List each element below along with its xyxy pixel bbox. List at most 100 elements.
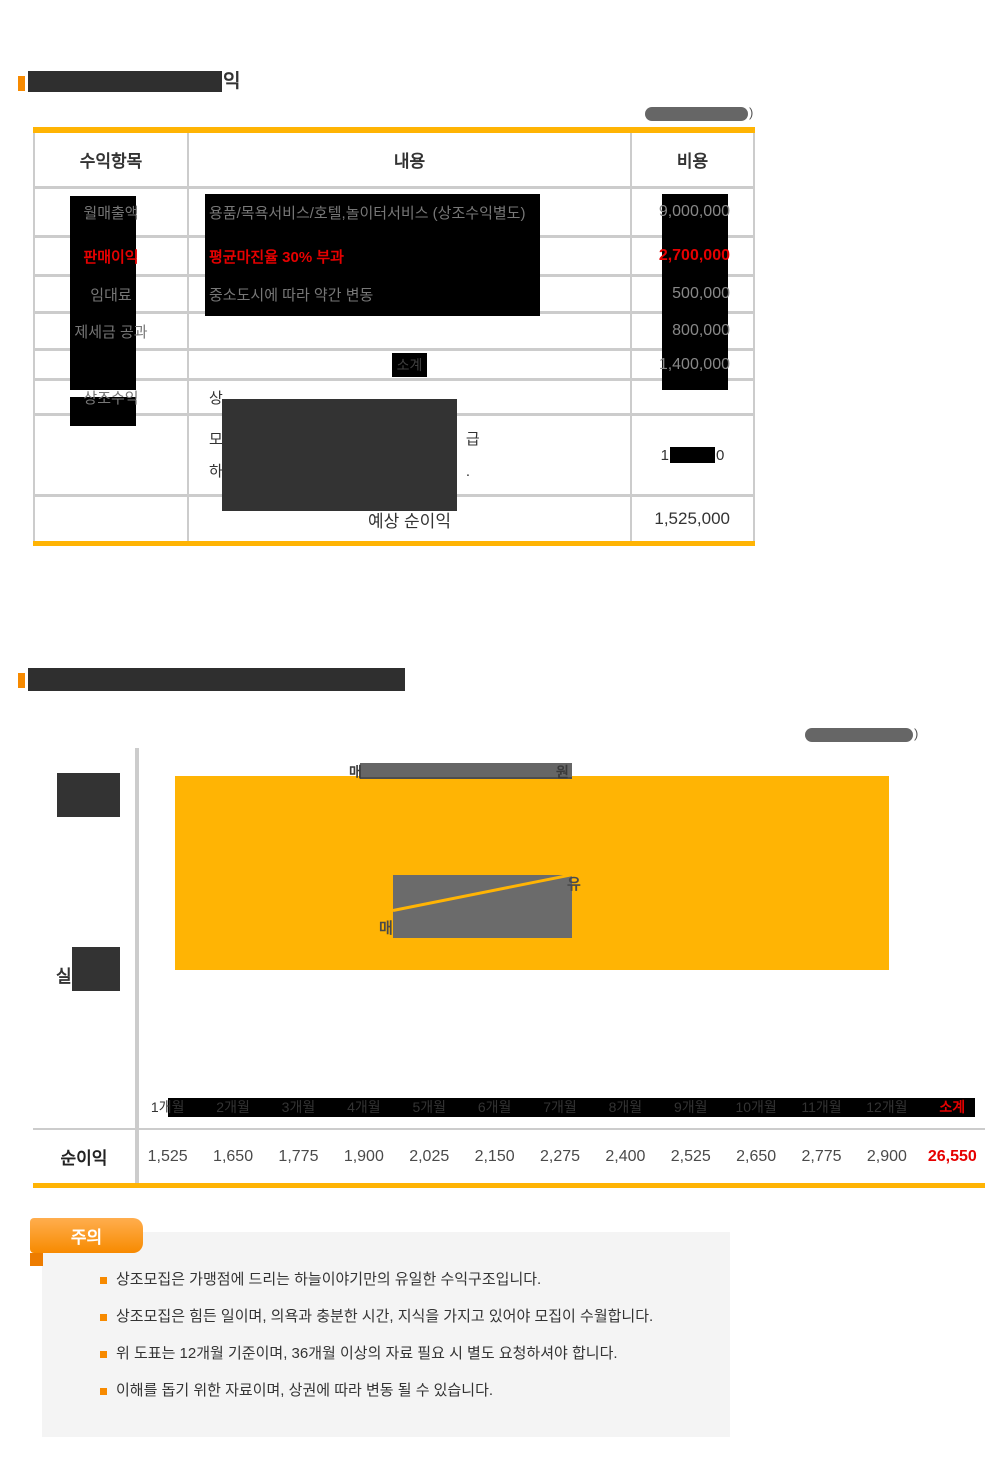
section1-bullet-icon: [18, 76, 25, 91]
row2-desc: 평균마진율 30% 부과: [209, 248, 344, 266]
notice-item-text: 상조모집은 힘든 일이며, 의욕과 충분한 시간, 지식을 가지고 있어야 모집…: [116, 1308, 654, 1325]
row3-item: 임대료: [90, 286, 132, 304]
y-axis-label-bottom-visible-text: 실: [56, 967, 72, 986]
row3-desc: 중소도시에 따라 약간 변동: [209, 286, 374, 304]
chart-y-axis: [135, 748, 139, 1183]
section2-unit-redaction: [805, 728, 913, 742]
section2-title-redaction: [28, 668, 405, 691]
notice-panel: [42, 1232, 730, 1437]
notice-item: 상조모집은 힘든 일이며, 의욕과 충분한 시간, 지식을 가지고 있어야 모집…: [100, 1307, 653, 1327]
row5-subtotal-label: 소계: [391, 352, 428, 377]
notice-item-text: 위 도표는 12개월 기준이며, 36개월 이상의 자료 필요 시 별도 요청하…: [116, 1345, 618, 1362]
net-profit-values: 1,525 1,650 1,775 1,900 2,025 2,150 2,27…: [135, 1130, 985, 1183]
chart-title-start-char: 매: [349, 764, 362, 780]
row6-desc-visible: 상: [209, 389, 223, 407]
item-column-redaction: [70, 196, 136, 390]
section2-bullet-icon: [18, 673, 25, 688]
row1-desc: 용품/목욕서비스/호텔,놀이터서비스 (상조수익별도): [209, 204, 526, 222]
notice-bullet-icon: [100, 1276, 107, 1284]
row3-cost: 500,000: [672, 285, 730, 302]
net-profit-m4: 1,900: [343, 1147, 384, 1165]
row6-item: 상조수익: [83, 389, 139, 407]
row7-cost-end: 0: [716, 446, 725, 464]
row8-total-label: 예상 순이익: [368, 511, 451, 531]
x-label-11: 11개월: [801, 1099, 842, 1115]
x-axis-redaction-bar: [168, 1098, 975, 1117]
table-row: 제세금 공과 800,000: [35, 311, 753, 348]
net-profit-m10: 2,650: [736, 1147, 777, 1165]
x-label-5: 5개월: [412, 1099, 446, 1115]
notice-item: 위 도표는 12개월 기준이며, 36개월 이상의 자료 필요 시 별도 요청하…: [100, 1344, 618, 1364]
row1-cost: 9,000,000: [658, 203, 730, 220]
item-row6-redaction: [70, 397, 136, 426]
x-label-3: 3개월: [281, 1099, 316, 1115]
chart-plot-area: [175, 776, 889, 970]
data-row-bottom-border: [33, 1183, 985, 1188]
desc-rows1-3-redaction: [205, 194, 540, 316]
net-profit-m12: 2,900: [866, 1147, 907, 1165]
x-label-7: 7개월: [543, 1099, 577, 1115]
net-profit-row-label: 순이익: [60, 1149, 108, 1168]
x-label-12: 12개월: [866, 1099, 908, 1115]
section1-title-visible-text: 익: [223, 71, 241, 92]
x-axis-labels: 1개월 2개월 3개월 4개월 5개월 6개월 7개월 8개월 9개월 10개월…: [135, 1096, 985, 1118]
row7-line2-start: 하: [209, 463, 223, 480]
table-row-subtotal: 소계 1,400,000: [35, 348, 753, 378]
net-profit-m7: 2,275: [539, 1147, 581, 1165]
section1-unit-paren: ): [749, 105, 754, 120]
net-profit-m5: 2,025: [409, 1147, 450, 1165]
notice-item-text: 이해를 돕기 위한 자료이며, 상권에 따라 변동 될 수 있습니다.: [116, 1382, 494, 1399]
notice-bullet-icon: [100, 1387, 107, 1395]
table-row: 월매출액 용품/목욕서비스/호텔,놀이터서비스 (상조수익별도) 9,000,0…: [35, 186, 753, 235]
row7-cost-start: 1: [660, 446, 669, 464]
data-row-top-border: [33, 1128, 985, 1130]
net-profit-m8: 2,400: [605, 1147, 646, 1165]
section1-unit-redaction: [645, 107, 748, 121]
x-label-9: 9개월: [673, 1099, 708, 1115]
chart-title-redaction: [360, 763, 572, 779]
col-header-desc: 내용: [393, 152, 426, 171]
notice-item: 상조모집은 가맹점에 드리는 하늘이야기만의 유일한 수익구조입니다.: [100, 1270, 541, 1290]
notice-tab-label: 주의: [70, 1228, 103, 1247]
notice-tab-fold: [30, 1253, 43, 1266]
row4-cost: 800,000: [672, 322, 730, 339]
notice-tab: 주의: [30, 1218, 143, 1253]
net-profit-m9: 2,525: [670, 1147, 711, 1165]
row7-line2-end: .: [465, 463, 470, 480]
legend-start-char: 매: [379, 920, 393, 937]
net-profit-m2: 1,650: [213, 1147, 254, 1165]
chart-title-end-char: 원: [556, 764, 569, 780]
row7-cost-redaction: [670, 447, 715, 463]
revenue-table-bottom-border: [33, 541, 755, 546]
net-profit-m3: 1,775: [278, 1147, 319, 1165]
net-profit-m11: 2,775: [801, 1147, 842, 1165]
row1-item: 월매출액: [83, 204, 139, 222]
y-axis-label-top-redaction: [57, 773, 120, 817]
section1-title-redaction: [28, 71, 222, 92]
desc-rows6-7-redaction: [222, 399, 457, 511]
row5-cost: 1,400,000: [658, 355, 730, 373]
cost-column-redaction: [662, 194, 728, 390]
row4-item: 제세금 공과: [74, 323, 148, 341]
notice-bullet-icon: [100, 1313, 107, 1321]
col-header-cost: 비용: [676, 152, 709, 171]
row2-cost: 2,700,000: [658, 247, 730, 264]
col-header-item: 수익항목: [79, 152, 143, 171]
x-label-8: 8개월: [608, 1099, 643, 1115]
net-profit-m1: 1,525: [147, 1147, 188, 1165]
notice-bullet-icon: [100, 1350, 107, 1358]
table-row: 상조수익 상: [35, 378, 753, 413]
y-axis-label-bottom-redaction: [72, 947, 120, 991]
row8-total-cost: 1,525,000: [654, 509, 730, 528]
notice-item-text: 상조모집은 가맹점에 드리는 하늘이야기만의 유일한 수익구조입니다.: [116, 1271, 542, 1288]
row7-line1-start: 모: [209, 431, 223, 448]
row2-item: 판매이익: [83, 248, 139, 266]
row7-line1-end: 급: [465, 431, 480, 448]
legend-end-char: 유: [567, 876, 581, 893]
x-label-6: 6개월: [477, 1099, 512, 1115]
revenue-table-top-border: [33, 127, 755, 133]
chart-legend-redaction: [393, 875, 572, 938]
notice-item: 이해를 돕기 위한 자료이며, 상권에 따라 변동 될 수 있습니다.: [100, 1381, 493, 1401]
x-label-subtotal: 소계: [939, 1099, 966, 1115]
